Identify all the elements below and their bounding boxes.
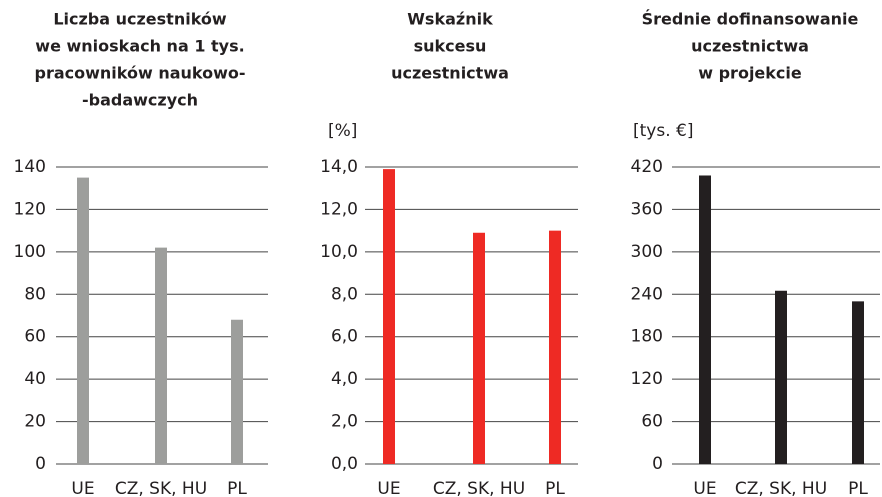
- chart-title: uczestnictwa: [691, 37, 809, 56]
- y-tick-label: 120: [631, 369, 663, 389]
- y-tick-label: 420: [631, 157, 663, 177]
- chart-title: Średnie dofinansowanie: [642, 10, 859, 29]
- bar: [383, 169, 395, 464]
- y-tick-label: 0,0: [331, 454, 358, 474]
- x-tick-label: PL: [227, 479, 247, 497]
- chart-title: sukcesu: [414, 37, 487, 56]
- x-tick-label: UE: [693, 479, 716, 497]
- bar: [775, 290, 787, 464]
- bar: [77, 177, 89, 464]
- y-axis-label: [%]: [328, 121, 357, 141]
- y-axis-label: [tys. €]: [633, 121, 693, 141]
- y-tick-label: 14,0: [320, 157, 358, 177]
- y-tick-label: 12,0: [320, 199, 358, 219]
- y-tick-label: 2,0: [331, 412, 358, 432]
- y-tick-label: 10,0: [320, 242, 358, 262]
- chart-title: -badawczych: [82, 91, 198, 110]
- y-tick-label: 360: [631, 199, 663, 219]
- chart-title: uczestnictwa: [391, 64, 509, 83]
- y-tick-label: 300: [631, 242, 663, 262]
- y-tick-label: 140: [14, 157, 46, 177]
- bar: [473, 232, 485, 464]
- x-tick-label: CZ, SK, HU: [433, 479, 525, 497]
- chart-title: pracowników naukowo-: [34, 64, 245, 83]
- y-tick-label: 80: [24, 284, 46, 304]
- x-tick-label: UE: [71, 479, 94, 497]
- y-tick-label: 0: [652, 454, 663, 474]
- x-tick-label: PL: [545, 479, 565, 497]
- y-tick-label: 0: [35, 454, 46, 474]
- x-tick-label: PL: [848, 479, 868, 497]
- y-tick-label: 40: [24, 369, 46, 389]
- y-tick-label: 120: [14, 199, 46, 219]
- chart-title: Liczba uczestników: [53, 10, 227, 29]
- y-tick-label: 60: [641, 412, 663, 432]
- y-tick-label: 60: [24, 327, 46, 347]
- chart-title: we wnioskach na 1 tys.: [35, 37, 244, 56]
- y-tick-label: 4,0: [331, 369, 358, 389]
- x-tick-label: CZ, SK, HU: [115, 479, 207, 497]
- y-tick-label: 100: [14, 242, 46, 262]
- bar: [549, 230, 561, 464]
- x-tick-label: UE: [377, 479, 400, 497]
- bar: [231, 319, 243, 464]
- y-tick-label: 6,0: [331, 327, 358, 347]
- x-tick-label: CZ, SK, HU: [735, 479, 827, 497]
- y-tick-label: 8,0: [331, 284, 358, 304]
- chart-title: Wskaźnik: [407, 10, 493, 29]
- y-tick-label: 20: [24, 412, 46, 432]
- bar: [852, 301, 864, 464]
- bar: [699, 175, 711, 464]
- bar: [155, 247, 167, 464]
- y-tick-label: 180: [631, 327, 663, 347]
- chart-title: w projekcie: [698, 64, 802, 83]
- y-tick-label: 240: [631, 284, 663, 304]
